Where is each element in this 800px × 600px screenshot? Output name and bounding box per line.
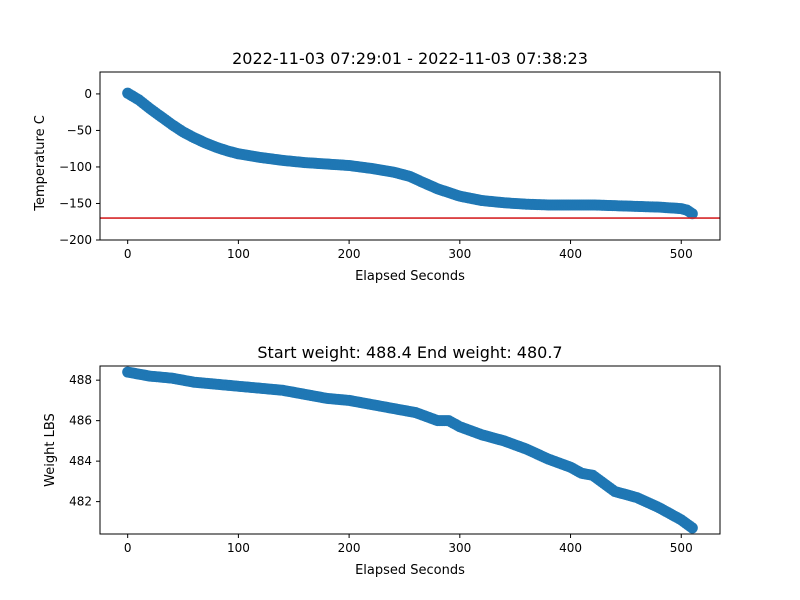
temperature-y-tick-label: −200 <box>59 233 92 247</box>
temperature-x-tick-label: 200 <box>338 247 361 261</box>
temperature-data-point <box>686 208 698 220</box>
weight-y-tick-label: 484 <box>69 454 92 468</box>
temperature-plot-area: 0 100 200 300 400 500 0 −50 −100 −150 −200 <box>59 71 721 261</box>
weight-y-tick-label: 482 <box>69 495 92 509</box>
weight-y-axis-label: Weight LBS <box>43 413 58 487</box>
temperature-chart-title: 2022-11-03 07:29:01 - 2022-11-03 07:38:2… <box>232 49 588 68</box>
weight-chart-title: Start weight: 488.4 End weight: 480.7 <box>257 343 562 362</box>
temperature-y-tick-label: 0 <box>84 87 92 101</box>
weight-chart: Start weight: 488.4 End weight: 480.7 0 1… <box>43 343 721 578</box>
weight-series-points <box>122 366 698 534</box>
temperature-x-tick-label: 400 <box>559 247 582 261</box>
temperature-y-tick-label: −50 <box>67 123 92 137</box>
weight-y-tick-label: 488 <box>69 373 92 387</box>
temperature-series-points <box>122 87 698 220</box>
weight-x-tick-label: 0 <box>124 541 132 555</box>
temperature-x-tick-label: 300 <box>448 247 471 261</box>
weight-x-tick-label: 400 <box>559 541 582 555</box>
weight-x-tick-label: 200 <box>338 541 361 555</box>
weight-x-tick-label: 100 <box>227 541 250 555</box>
weight-x-tick-label: 300 <box>448 541 471 555</box>
weight-plot-area: 0 100 200 300 400 500 482 484 486 488 <box>69 365 721 555</box>
weight-y-tick-label: 486 <box>69 414 92 428</box>
temperature-axes-frame <box>99 71 721 241</box>
temperature-y-axis-label: Temperature C <box>33 115 48 212</box>
weight-axes-frame <box>99 365 721 535</box>
temperature-y-tick-label: −150 <box>59 196 92 210</box>
weight-x-axis-label: Elapsed Seconds <box>355 563 465 578</box>
weight-x-tick-label: 500 <box>670 541 693 555</box>
temperature-x-tick-label: 0 <box>124 247 132 261</box>
weight-data-point <box>686 522 698 534</box>
temperature-x-axis-label: Elapsed Seconds <box>355 269 465 284</box>
temperature-x-tick-label: 500 <box>670 247 693 261</box>
temperature-x-tick-label: 100 <box>227 247 250 261</box>
temperature-y-tick-label: −100 <box>59 160 92 174</box>
temperature-chart: 2022-11-03 07:29:01 - 2022-11-03 07:38:2… <box>33 49 721 284</box>
